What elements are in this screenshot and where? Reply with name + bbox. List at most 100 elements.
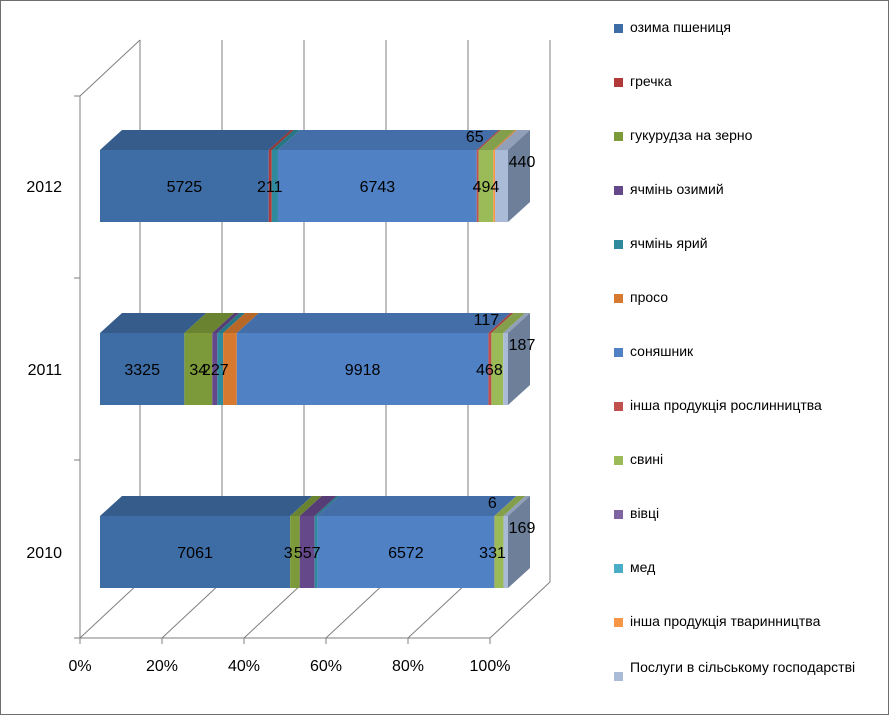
bar-top-2012	[476, 130, 501, 150]
bar-segment	[217, 333, 224, 405]
legend-item: мед	[612, 550, 884, 604]
bar-top-2012	[493, 130, 518, 150]
bar-top-2011	[491, 313, 526, 333]
legend-swatch	[614, 240, 623, 249]
data-label: 169	[509, 520, 536, 537]
x-tick-label: 80%	[392, 658, 424, 675]
bar-segment	[488, 333, 492, 405]
data-label: 65	[466, 129, 484, 146]
legend-item: ячмінь ярий	[612, 226, 884, 280]
data-label: 6	[488, 495, 497, 512]
legend-item: просо	[612, 280, 884, 334]
bar-segment	[317, 516, 495, 588]
data-label: 5725	[167, 179, 203, 196]
legend-label: соняшник	[630, 343, 694, 359]
data-label: 227	[202, 362, 229, 379]
floor-gridline	[79, 581, 141, 639]
y-tick-label: 2010	[26, 545, 62, 562]
bar-segment	[478, 150, 494, 222]
bar-segment	[494, 516, 504, 588]
legend-label: вівці	[630, 505, 660, 521]
data-label: 331	[479, 545, 506, 562]
data-label: 6572	[388, 545, 424, 562]
legend-swatch	[614, 78, 623, 87]
data-label: 187	[509, 337, 536, 354]
bar-segment	[299, 516, 315, 588]
bar-top-2011	[503, 313, 530, 333]
floor-gridline	[407, 581, 469, 639]
legend-swatch	[614, 456, 623, 465]
bar-top-2011	[212, 313, 240, 333]
x-tick-label: 0%	[68, 658, 91, 675]
bar-side-2012	[508, 130, 530, 222]
data-label: 494	[473, 179, 500, 196]
bar-top-2012	[271, 130, 300, 150]
x-tick-label: 100%	[470, 658, 511, 675]
bar-top-2012	[100, 130, 291, 150]
legend: озима пшениця гречка гукурудза на зерно ячм…	[612, 10, 884, 712]
legend-swatch	[614, 186, 623, 195]
bar-top-2012	[495, 130, 530, 150]
legend-item: гукурудза на зерно	[612, 118, 884, 172]
bar-segment	[236, 333, 489, 405]
data-label: 117	[474, 312, 500, 329]
legend-item: вівці	[612, 496, 884, 550]
legend-item: соняшник	[612, 334, 884, 388]
bar-top-2011	[184, 313, 235, 333]
legend-label: просо	[630, 289, 669, 305]
bar-segment	[476, 150, 479, 222]
bar-top-2010	[314, 496, 340, 516]
legend-label: гречка	[630, 73, 672, 89]
bar-segment	[223, 333, 237, 405]
legend-swatch	[614, 348, 623, 357]
bar-segment	[184, 333, 213, 405]
bar-segment	[212, 333, 218, 405]
data-label: 3325	[124, 362, 160, 379]
x-tick-label: 40%	[228, 658, 260, 675]
data-label: 9918	[345, 362, 381, 379]
bar-top-2012	[277, 130, 499, 150]
bar-segment	[503, 516, 508, 588]
bar-top-2010	[100, 496, 313, 516]
bar-top-2011	[217, 313, 246, 333]
legend-swatch	[614, 24, 623, 33]
bar-segment	[100, 150, 269, 222]
bar-top-2010	[503, 496, 530, 516]
legend-item: інша продукція рослинництва	[612, 388, 884, 442]
bar-top-2010	[317, 496, 517, 516]
bar-top-2011	[236, 313, 511, 333]
legend-swatch	[614, 402, 623, 411]
bar-segment	[314, 516, 318, 588]
legend-swatch	[614, 618, 623, 627]
floor-gridline	[243, 581, 305, 639]
bar-top-2010	[299, 496, 337, 516]
data-label: 7061	[177, 545, 213, 562]
bar-segment	[277, 150, 477, 222]
bar-segment	[100, 333, 185, 405]
bar-segment	[491, 333, 504, 405]
side-wall-top	[79, 39, 141, 97]
legend-item: гречка	[612, 64, 884, 118]
bar-side-2010	[508, 496, 530, 588]
legend-swatch	[614, 672, 623, 681]
bar-top-2010	[494, 496, 526, 516]
bar-top-2011	[100, 313, 207, 333]
data-label: 468	[476, 362, 503, 379]
x-tick-label: 60%	[310, 658, 342, 675]
floor-gridline	[489, 581, 551, 639]
bar-segment	[268, 150, 272, 222]
data-label: 34	[189, 362, 207, 379]
data-label: 6743	[360, 179, 396, 196]
legend-label: інша продукція тваринництва	[630, 613, 821, 629]
legend-swatch	[614, 510, 623, 519]
bar-segment	[290, 516, 300, 588]
legend-label: інша продукція рослинництва	[630, 397, 822, 413]
legend-item: ячмінь озимий	[612, 172, 884, 226]
bar-top-2011	[223, 313, 259, 333]
legend-label: ячмінь озимий	[630, 181, 724, 197]
x-tick-label: 20%	[146, 658, 178, 675]
floor-gridline	[161, 581, 223, 639]
bar-top-2010	[290, 496, 322, 516]
